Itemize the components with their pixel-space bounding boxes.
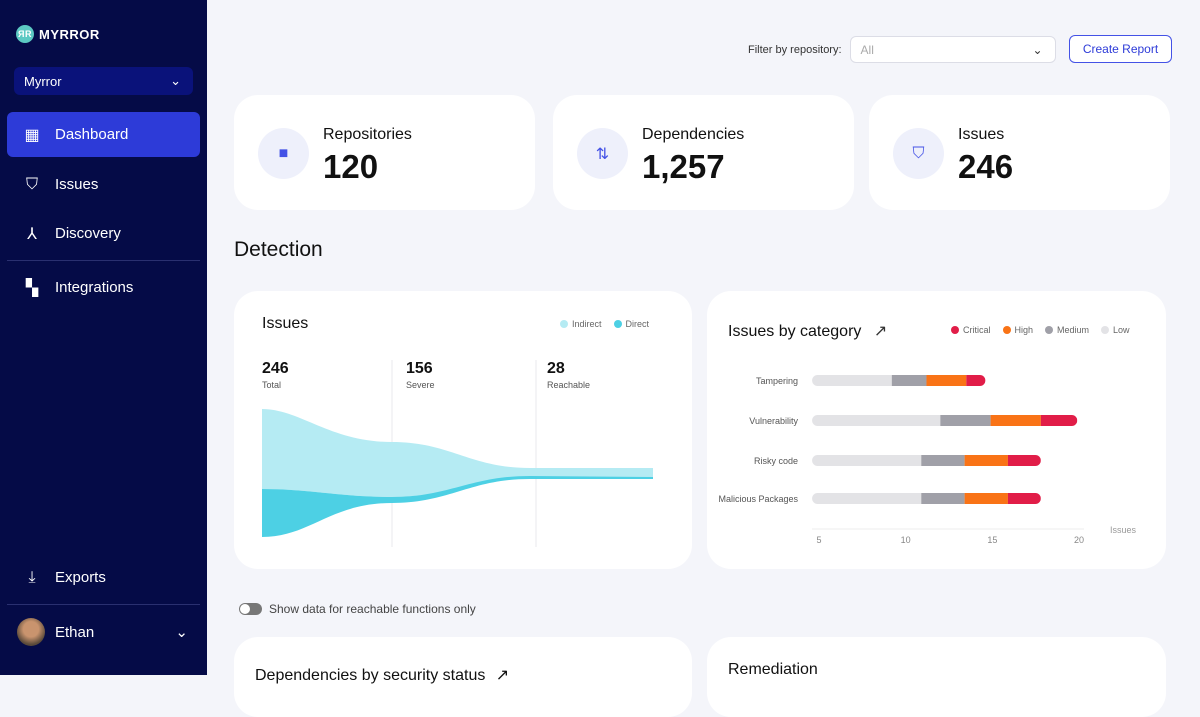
category-legend: Critical High Medium Low bbox=[951, 325, 1130, 335]
reachable-toggle[interactable] bbox=[239, 603, 262, 615]
x-axis-label: Issues bbox=[1110, 525, 1137, 535]
user-name: Ethan bbox=[55, 623, 95, 641]
stat-card-dependencies[interactable]: ⇅ Dependencies 1,257 bbox=[553, 95, 854, 210]
stat-card-repositories[interactable]: ■ Repositories 120 bbox=[234, 95, 535, 210]
stat-card-issues[interactable]: ⛉ Issues 246 bbox=[869, 95, 1170, 210]
dependencies-status-title: Dependencies by security status ↗ bbox=[255, 667, 510, 684]
shield-alert-icon: ⛉ bbox=[893, 128, 944, 179]
download-icon: ⤓ bbox=[28, 568, 36, 586]
repo-filter: Filter by repository: All ⌄ bbox=[748, 36, 1056, 63]
issues-flow-chart bbox=[262, 360, 653, 547]
folder-icon: ■ bbox=[258, 128, 309, 179]
issues-by-category-card bbox=[707, 291, 1166, 569]
legend-medium: Medium bbox=[1045, 325, 1089, 335]
git-compare-icon: ⇅ bbox=[577, 128, 628, 179]
nav-label: Integrations bbox=[55, 279, 134, 296]
bar-segment-low bbox=[812, 415, 941, 426]
create-report-button[interactable]: Create Report bbox=[1069, 35, 1172, 63]
bar-segment-critical bbox=[1007, 455, 1041, 466]
bar-segment-medium bbox=[891, 375, 927, 386]
legend-low: Low bbox=[1101, 325, 1130, 335]
bar-segment-low bbox=[812, 375, 892, 386]
bar-segment-high bbox=[926, 375, 967, 386]
bar-segment-medium bbox=[921, 455, 965, 466]
shield-alert-icon: ⛉ bbox=[25, 175, 38, 193]
metric-severe: 156 Severe bbox=[406, 360, 435, 390]
category-label: Tampering bbox=[756, 376, 798, 386]
category-label: Malicious Packages bbox=[718, 494, 798, 504]
grid-icon: ▚ bbox=[25, 279, 39, 297]
legend-indirect: Indirect bbox=[560, 319, 602, 329]
org-selector[interactable]: Myrror ⌄ bbox=[14, 67, 193, 95]
divider bbox=[7, 260, 200, 261]
x-tick-label: 20 bbox=[1074, 535, 1084, 545]
category-bar-chart: Tampering Vulnerability Risky code Maliciou… bbox=[718, 375, 1137, 545]
stat-value: 1,257 bbox=[642, 148, 725, 185]
stat-value: 120 bbox=[323, 148, 379, 185]
chevron-down-icon: ⌄ bbox=[1032, 42, 1043, 57]
hierarchy-icon: ⅄ bbox=[27, 225, 37, 243]
x-tick-label: 10 bbox=[901, 535, 911, 545]
sidebar-item-discovery[interactable]: ⅄ Discovery bbox=[7, 211, 200, 256]
bar-segment-critical bbox=[1040, 415, 1078, 426]
bar-segment-medium bbox=[921, 493, 965, 504]
user-menu[interactable]: Ethan ⌄ bbox=[7, 604, 200, 659]
x-tick-label: 15 bbox=[987, 535, 997, 545]
sidebar: ЯR MYRROR Myrror ⌄ ▦ Dashboard ⛉ Issues ⅄ Dis… bbox=[0, 0, 207, 675]
section-title: Detection bbox=[234, 238, 323, 261]
bar-segment-high bbox=[964, 493, 1008, 504]
category-chart-title: Issues by category ↗ bbox=[728, 323, 888, 340]
bar-segment-critical bbox=[966, 375, 986, 386]
bar-segment-high bbox=[990, 415, 1041, 426]
bar-segment-low bbox=[812, 455, 922, 466]
reachable-toggle-label: Show data for reachable functions only bbox=[269, 602, 476, 616]
sidebar-item-issues[interactable]: ⛉ Issues bbox=[7, 162, 200, 207]
issues-card-title: Issues bbox=[262, 315, 309, 332]
brand-name: MYRROR bbox=[39, 26, 100, 42]
sidebar-item-dashboard[interactable]: ▦ Dashboard bbox=[7, 112, 200, 157]
nav-label: Dashboard bbox=[55, 126, 129, 143]
sidebar-item-exports[interactable]: ⤓ Exports bbox=[7, 555, 200, 600]
chevron-down-icon: ⌄ bbox=[170, 73, 181, 88]
remediation-title: Remediation bbox=[728, 661, 818, 678]
stat-label: Dependencies bbox=[642, 126, 745, 143]
stat-label: Repositories bbox=[323, 126, 412, 143]
issues-legend: Indirect Direct bbox=[560, 319, 649, 329]
bar-segment-medium bbox=[940, 415, 991, 426]
avatar bbox=[17, 618, 45, 646]
stat-label: Issues bbox=[958, 126, 1005, 143]
nav-label: Discovery bbox=[55, 225, 121, 242]
bar-segment-low bbox=[812, 493, 922, 504]
logo-icon: ЯR bbox=[16, 25, 34, 43]
legend-critical: Critical bbox=[951, 325, 991, 335]
category-label: Vulnerability bbox=[749, 416, 798, 426]
dependencies-status-card: Dependencies by security status ↗ bbox=[234, 637, 692, 717]
metric-reachable: 28 Reachable bbox=[547, 360, 591, 390]
filter-label: Filter by repository: bbox=[748, 43, 842, 56]
logo: ЯR MYRROR bbox=[16, 25, 100, 43]
legend-high: High bbox=[1002, 325, 1033, 335]
indirect-flow bbox=[262, 409, 653, 497]
repo-select[interactable]: All ⌄ bbox=[849, 36, 1056, 63]
nav-label: Issues bbox=[55, 176, 99, 193]
nav-label: Exports bbox=[55, 569, 106, 586]
legend-direct: Direct bbox=[613, 319, 649, 329]
direct-flow bbox=[262, 476, 653, 537]
x-tick-label: 5 bbox=[816, 535, 821, 545]
chevron-down-icon: ⌄ bbox=[175, 624, 188, 641]
category-label: Risky code bbox=[754, 456, 798, 466]
external-link-icon[interactable]: ↗ bbox=[495, 667, 510, 684]
org-name: Myrror bbox=[24, 73, 62, 89]
stat-value: 246 bbox=[958, 148, 1014, 185]
bar-segment-critical bbox=[1007, 493, 1041, 504]
repo-select-value: All bbox=[860, 42, 874, 57]
metric-total: 246 Total bbox=[262, 360, 289, 390]
external-link-icon[interactable]: ↗ bbox=[873, 323, 888, 340]
remediation-card: Remediation bbox=[707, 637, 1166, 717]
sidebar-item-integrations[interactable]: ▚ Integrations bbox=[7, 265, 200, 310]
dashboard-icon: ▦ bbox=[24, 126, 40, 144]
bar-segment-high bbox=[964, 455, 1008, 466]
